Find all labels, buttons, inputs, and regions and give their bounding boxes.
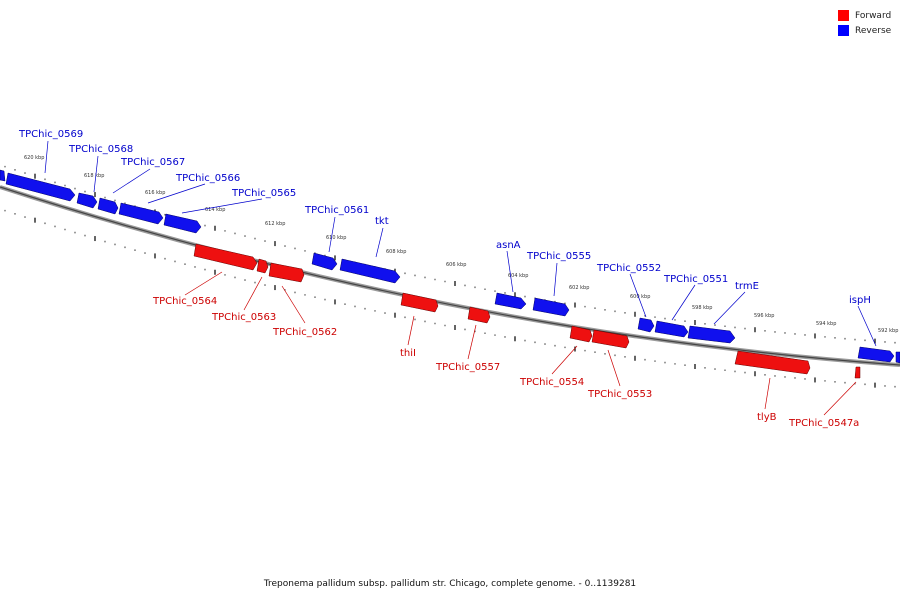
label-TPChic_0566[interactable]: TPChic_0566 [175,173,240,184]
gene-block-fwd-thiI[interactable] [400,292,439,313]
legend-forward-label: Forward [855,10,892,21]
label-TPChic_0555[interactable]: TPChic_0555 [526,251,591,262]
label-TPChic_0564[interactable]: TPChic_0564 [152,296,217,307]
label-TPChic_0565[interactable]: TPChic_0565 [231,188,296,199]
label-TPChic_0553[interactable]: TPChic_0553 [587,389,652,400]
tick-label-602: 602 kbp [569,285,589,291]
label-TPChic_0552[interactable]: TPChic_0552 [596,263,661,274]
gene-block-rev-0569[interactable] [5,172,76,202]
tick-label-592: 592 kbp [878,328,898,334]
genome-backbone-core [0,186,900,366]
label-TPChic_0547a[interactable]: TPChic_0547a [788,418,859,429]
gene-block-rev-0561[interactable] [311,252,338,271]
gene-block-fwd-0547a[interactable] [854,366,861,379]
forward-gene-labels: TPChic_0564 TPChic_0563 TPChic_0562 thiI… [152,296,859,429]
gene-block-fwd-tlyB[interactable] [734,350,811,375]
tick-label-606: 606 kbp [446,262,466,268]
label-TPChic_0562[interactable]: TPChic_0562 [272,327,337,338]
label-tlyB[interactable]: tlyB [757,412,777,423]
tick-label-616: 616 kbp [145,190,165,196]
forward-strand-features [193,243,861,379]
gene-block-fwd-0557[interactable] [467,306,491,324]
label-asnA[interactable]: asnA [496,240,521,251]
gene-block-fwd-0554[interactable] [569,325,593,343]
tick-label-598: 598 kbp [692,305,712,311]
reverse-gene-labels: TPChic_0569 TPChic_0568 TPChic_0567 TPCh… [18,129,871,306]
reverse-swatch [838,25,849,36]
label-TPChic_0568[interactable]: TPChic_0568 [68,144,133,155]
gene-block-rev-edge[interactable] [895,351,900,364]
label-tkt[interactable]: tkt [375,216,389,227]
tick-label-596: 596 kbp [754,313,774,319]
label-TPChic_0569[interactable]: TPChic_0569 [18,129,83,140]
legend: Forward Reverse [838,8,891,38]
reverse-strand-features [0,169,900,364]
tick-label-610: 610 kbp [326,235,346,241]
tick-label-612: 612 kbp [265,221,285,227]
gene-block-rev-0568b[interactable] [97,197,119,215]
gene-block-fwd-0562[interactable] [268,262,305,283]
label-TPChic_0567[interactable]: TPChic_0567 [120,157,185,168]
forward-leaders [184,271,857,416]
gene-block-rev-0555[interactable] [532,297,570,317]
gene-block-rev-0568[interactable] [76,192,98,209]
tick-label-608: 608 kbp [386,249,406,255]
gene-block-rev-tkt[interactable] [339,258,401,284]
legend-reverse: Reverse [838,23,891,38]
gene-block-rev-0551[interactable] [654,320,689,338]
gene-block-rev-0567[interactable] [118,202,164,225]
gene-block-fwd-0553[interactable] [591,329,630,349]
gene-block-rev-0566[interactable] [163,213,202,234]
label-TPChic_0557[interactable]: TPChic_0557 [435,362,500,373]
tick-label-604: 604 kbp [508,273,528,279]
tick-marks [4,165,896,388]
gene-block-rev-ispH[interactable] [857,346,895,363]
tick-labels: 620 kbp 618 kbp 616 kbp 614 kbp 612 kbp … [24,155,898,334]
label-TPChic_0551[interactable]: TPChic_0551 [663,274,728,285]
gene-block-rev-0552[interactable] [637,317,655,333]
gene-block-fwd-0564[interactable] [193,243,258,271]
genome-caption: Treponema pallidum subsp. pallidum str. … [263,579,637,589]
tick-label-594: 594 kbp [816,321,836,327]
legend-forward: Forward [838,8,891,23]
gene-block-rev-asnA[interactable] [494,292,527,310]
label-ispH[interactable]: ispH [849,295,871,306]
forward-swatch [838,10,849,21]
gene-block-rev[interactable] [0,169,6,182]
tick-label-620: 620 kbp [24,155,44,161]
label-TPChic_0563[interactable]: TPChic_0563 [211,312,276,323]
gene-block-rev-trmE[interactable] [687,325,736,344]
tick-label-618: 618 kbp [84,173,104,179]
tick-label-614: 614 kbp [205,207,225,213]
label-thiI[interactable]: thiI [400,348,416,359]
reverse-leaders [44,140,877,347]
legend-reverse-label: Reverse [855,25,892,36]
label-trmE[interactable]: trmE [735,281,759,292]
label-TPChic_0554[interactable]: TPChic_0554 [519,377,584,388]
label-TPChic_0561[interactable]: TPChic_0561 [304,205,369,216]
tick-label-600: 600 kbp [630,294,650,300]
gene-block-fwd-0563[interactable] [256,258,269,274]
